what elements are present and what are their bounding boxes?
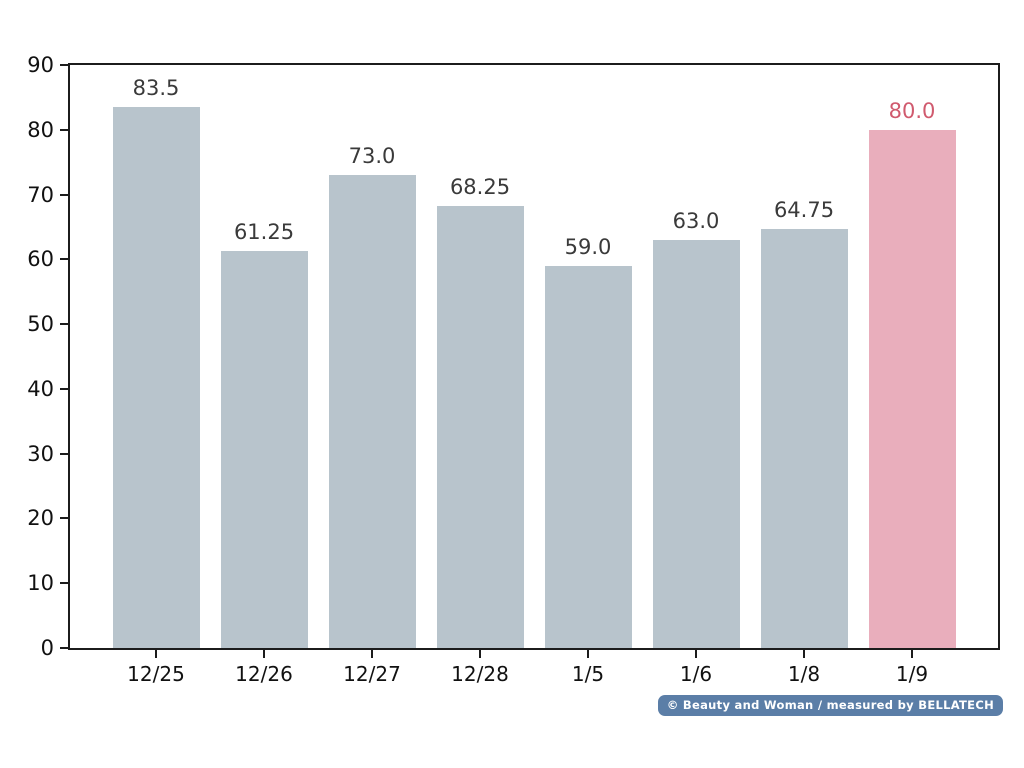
bar-12/26 (220, 251, 308, 648)
bar-value-label: 64.75 (773, 197, 835, 222)
y-tick-mark (60, 647, 68, 649)
x-tick-label: 1/6 (679, 662, 713, 686)
bar-value-label: 59.0 (564, 234, 612, 259)
bar-value-label: 61.25 (233, 220, 295, 245)
y-tick-label: 0 (40, 636, 54, 660)
bar-12/28 (436, 205, 524, 648)
x-tick-mark (155, 650, 157, 658)
x-tick-mark (695, 650, 697, 658)
bar-1/8 (760, 228, 848, 648)
bar-1/5 (544, 265, 632, 648)
bar-value-label: 73.0 (348, 144, 396, 169)
y-tick-mark (60, 582, 68, 585)
bar-value-label: 68.25 (449, 174, 511, 199)
x-tick-mark (587, 650, 589, 658)
x-tick-mark (479, 650, 481, 658)
x-tick-label: 12/28 (451, 662, 509, 686)
x-tick-label: 12/26 (235, 662, 293, 686)
x-tick-mark (803, 650, 805, 658)
x-tick-label: 12/27 (343, 662, 401, 686)
y-tick-mark (60, 517, 68, 520)
x-tick-label: 1/5 (571, 662, 605, 686)
attribution-badge: © Beauty and Woman / measured by BELLATE… (657, 695, 1003, 716)
x-tick-label: 12/25 (127, 662, 185, 686)
y-tick-mark (60, 258, 68, 261)
bar-1/9 (868, 129, 956, 648)
bar-1/6 (652, 239, 740, 648)
y-tick-label: 50 (27, 312, 54, 337)
y-tick-mark (60, 323, 68, 326)
y-tick-mark (60, 193, 68, 196)
x-tick-mark (263, 650, 265, 658)
bar-value-label: 63.0 (672, 208, 720, 233)
y-tick-label: 80 (27, 117, 54, 142)
y-tick-mark (60, 387, 68, 390)
plot-area (68, 63, 1000, 650)
y-tick-label: 70 (27, 182, 54, 207)
x-tick-label: 1/9 (895, 662, 929, 686)
bar-value-label: 80.0 (888, 98, 936, 123)
bar-12/27 (328, 175, 416, 648)
y-tick-mark (60, 452, 68, 455)
y-tick-label: 10 (27, 571, 54, 596)
y-tick-mark (60, 64, 68, 66)
x-tick-label: 1/8 (787, 662, 821, 686)
x-tick-mark (371, 650, 373, 658)
y-tick-label: 90 (27, 53, 54, 77)
bar-12/25 (112, 107, 200, 648)
y-tick-label: 60 (27, 247, 54, 272)
x-tick-mark (911, 650, 913, 658)
y-tick-label: 30 (27, 441, 54, 466)
y-tick-label: 20 (27, 506, 54, 531)
y-tick-mark (60, 128, 68, 131)
y-tick-label: 40 (27, 376, 54, 401)
bar-value-label: 83.5 (132, 76, 180, 101)
